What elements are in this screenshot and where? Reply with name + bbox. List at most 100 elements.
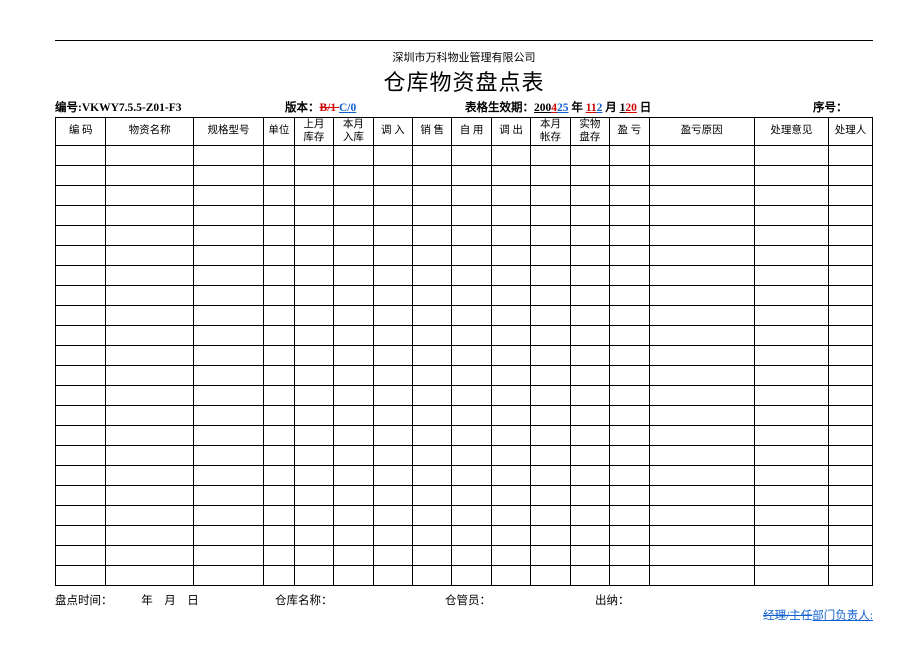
table-cell <box>193 326 263 346</box>
table-row <box>56 366 873 386</box>
table-cell <box>193 486 263 506</box>
table-cell <box>193 366 263 386</box>
table-cell <box>294 486 333 506</box>
table-cell <box>491 426 530 446</box>
table-cell <box>452 406 491 426</box>
table-cell <box>56 146 106 166</box>
table-cell <box>294 226 333 246</box>
table-cell <box>531 206 570 226</box>
table-cell <box>412 386 451 406</box>
table-cell <box>491 466 530 486</box>
table-cell <box>531 446 570 466</box>
table-cell <box>531 426 570 446</box>
table-cell <box>452 146 491 166</box>
table-cell <box>610 186 649 206</box>
table-row <box>56 266 873 286</box>
table-cell <box>193 506 263 526</box>
effective-label: 表格生效期： <box>465 102 534 114</box>
table-cell <box>294 266 333 286</box>
table-cell <box>649 266 754 286</box>
table-cell <box>412 226 451 246</box>
table-cell <box>373 206 412 226</box>
form-title: 仓库物资盘点表 <box>55 65 873 97</box>
table-cell <box>610 286 649 306</box>
table-cell <box>264 226 295 246</box>
table-cell <box>452 426 491 446</box>
table-cell <box>106 426 194 446</box>
table-cell <box>649 446 754 466</box>
table-cell <box>106 486 194 506</box>
table-cell <box>754 406 828 426</box>
table-cell <box>570 266 609 286</box>
table-cell <box>373 526 412 546</box>
form-page: 深圳市万科物业管理有限公司 仓库物资盘点表 编号:VKWY7.5.5-Z01-F… <box>55 40 873 635</box>
table-cell <box>294 546 333 566</box>
cashier-label: 出纳： <box>595 592 705 608</box>
table-cell <box>264 346 295 366</box>
code-label: 编号: <box>55 102 82 114</box>
column-header: 编 码 <box>56 118 106 146</box>
table-cell <box>491 406 530 426</box>
table-cell <box>106 206 194 226</box>
table-cell <box>56 566 106 586</box>
table-cell <box>334 266 373 286</box>
table-cell <box>829 266 873 286</box>
column-header: 销 售 <box>412 118 451 146</box>
table-cell <box>829 466 873 486</box>
table-cell <box>610 166 649 186</box>
table-cell <box>56 166 106 186</box>
table-cell <box>649 506 754 526</box>
table-cell <box>264 466 295 486</box>
table-cell <box>531 186 570 206</box>
table-row <box>56 286 873 306</box>
table-cell <box>570 546 609 566</box>
year-plain: 200 <box>534 102 551 114</box>
keeper-label: 仓管员： <box>445 592 595 608</box>
table-cell <box>570 486 609 506</box>
table-cell <box>334 366 373 386</box>
table-cell <box>570 146 609 166</box>
table-cell <box>570 306 609 326</box>
version-old: B/1 <box>320 102 340 114</box>
table-cell <box>193 226 263 246</box>
table-cell <box>106 526 194 546</box>
table-cell <box>610 566 649 586</box>
table-cell <box>570 186 609 206</box>
table-cell <box>610 206 649 226</box>
table-cell <box>491 446 530 466</box>
day-old: 20 <box>625 102 637 114</box>
table-cell <box>193 266 263 286</box>
table-cell <box>193 146 263 166</box>
column-header: 规格型号 <box>193 118 263 146</box>
table-cell <box>294 306 333 326</box>
table-cell <box>373 266 412 286</box>
table-cell <box>754 466 828 486</box>
table-cell <box>412 406 451 426</box>
table-cell <box>754 186 828 206</box>
table-cell <box>829 566 873 586</box>
table-cell <box>264 566 295 586</box>
table-cell <box>56 506 106 526</box>
table-cell <box>649 326 754 346</box>
month-old: 11 <box>586 102 597 114</box>
table-cell <box>193 166 263 186</box>
table-cell <box>610 446 649 466</box>
table-cell <box>56 386 106 406</box>
table-cell <box>264 506 295 526</box>
table-cell <box>56 326 106 346</box>
column-header: 本月入库 <box>334 118 373 146</box>
table-cell <box>193 306 263 326</box>
table-cell <box>56 526 106 546</box>
table-cell <box>452 366 491 386</box>
table-cell <box>56 346 106 366</box>
table-cell <box>570 286 609 306</box>
table-cell <box>491 386 530 406</box>
table-cell <box>294 166 333 186</box>
table-cell <box>610 266 649 286</box>
table-cell <box>373 326 412 346</box>
table-cell <box>412 166 451 186</box>
table-cell <box>412 466 451 486</box>
table-cell <box>294 286 333 306</box>
table-cell <box>412 286 451 306</box>
table-cell <box>294 446 333 466</box>
